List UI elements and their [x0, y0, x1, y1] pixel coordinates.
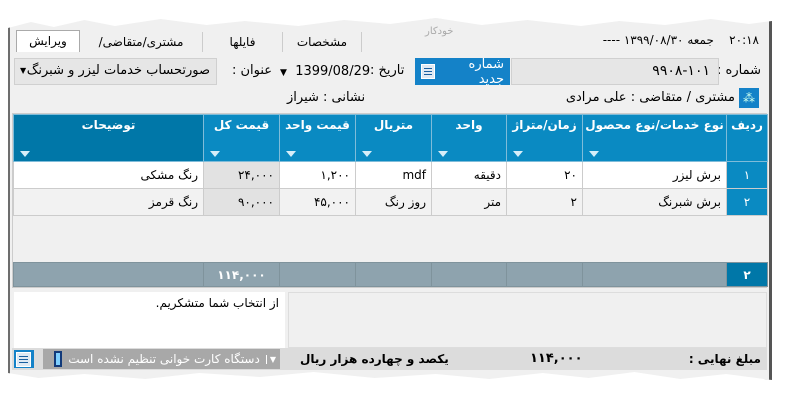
- window-title: خودکار: [425, 26, 454, 37]
- calculator-icon: [421, 64, 435, 79]
- filter-icon[interactable]: [362, 151, 372, 157]
- filter-icon[interactable]: [589, 151, 599, 157]
- cell[interactable]: رنگ مشکی: [14, 162, 204, 189]
- notes-panel: [288, 292, 767, 348]
- filter-icon[interactable]: [286, 151, 296, 157]
- title-value: صورتحساب خدمات لیزر و شبرنگ: [26, 63, 210, 78]
- final-label: مبلغ نهایی :: [688, 352, 761, 366]
- col-total[interactable]: قیمت کل: [204, 115, 280, 162]
- cell[interactable]: برش لیزر: [583, 162, 727, 189]
- card-reader-combo[interactable]: ▼ دستگاه کارت خوانی تنظیم نشده است: [43, 349, 280, 369]
- tab-edit[interactable]: ویرایش: [16, 30, 80, 52]
- new-number-button[interactable]: شماره جدید: [415, 58, 510, 85]
- col-unit-label: واحد: [455, 118, 483, 132]
- col-unit[interactable]: واحد: [432, 115, 507, 162]
- cell[interactable]: روز رنگ: [356, 189, 432, 216]
- col-material[interactable]: متریال: [356, 115, 432, 162]
- cell[interactable]: ۴۵,۰۰۰: [280, 189, 356, 216]
- time: ۲۰:۱۸: [729, 33, 759, 47]
- filter-icon[interactable]: [513, 151, 523, 157]
- filter-icon[interactable]: [438, 151, 448, 157]
- customer-text: مشتری / متقاضی : علی مرادی: [565, 90, 735, 105]
- cell[interactable]: ۲۰: [507, 162, 583, 189]
- final-amount: ۱۱۴,۰۰۰: [530, 351, 583, 366]
- cell[interactable]: متر: [432, 189, 507, 216]
- cell: ۲: [727, 189, 768, 216]
- col-time-label: زمان/متراژ: [512, 118, 577, 132]
- clock: ۲۰:۱۸ جمعه ۱۳۹۹/۰۸/۳۰ ----: [603, 33, 759, 47]
- col-row[interactable]: ردیف: [727, 115, 768, 162]
- table-row[interactable]: ۲ برش شبرنگ ۲ متر روز رنگ ۴۵,۰۰۰ ۹۰,۰۰۰ …: [14, 189, 768, 216]
- cell[interactable]: mdf: [356, 162, 432, 189]
- date-label: تاریخ :: [370, 63, 405, 78]
- empty-space: [14, 216, 768, 263]
- footer-row: ۲ ۱۱۴,۰۰۰: [14, 263, 768, 287]
- address-text: نشانی : شیراز: [287, 90, 366, 105]
- date-picker[interactable]: ▼ 1399/08/29: [280, 64, 370, 79]
- col-unit-price-label: قیمت واحد: [285, 118, 350, 132]
- tab-bar: ویرایش مشتری/متقاضی/پروژه فایلها مشخصات: [16, 32, 362, 52]
- customers-icon[interactable]: ⁂: [739, 88, 759, 108]
- col-time[interactable]: زمان/متراژ: [507, 115, 583, 162]
- cell[interactable]: دقیقه: [432, 162, 507, 189]
- dropdown-arrow-icon: ▼: [20, 66, 27, 75]
- header-row: ردیف نوع خدمات/نوع محصول زمان/متراژ واحد…: [14, 115, 768, 162]
- dropdown-arrow-icon: ▼: [266, 355, 276, 364]
- col-service[interactable]: نوع خدمات/نوع محصول: [583, 115, 727, 162]
- calculator-icon: [16, 352, 31, 367]
- col-total-label: قیمت کل: [213, 118, 270, 132]
- title-label: عنوان :: [232, 63, 273, 78]
- new-number-label: شماره جدید: [468, 56, 504, 87]
- grand-total: ۱۱۴,۰۰۰: [204, 263, 280, 287]
- calculator-button[interactable]: [14, 350, 34, 368]
- date: جمعه ۱۳۹۹/۰۸/۳۰ ----: [602, 33, 714, 47]
- col-notes-label: توضیحات: [81, 118, 136, 132]
- cell[interactable]: برش شبرنگ: [583, 189, 727, 216]
- table-row[interactable]: ۱ برش لیزر ۲۰ دقیقه mdf ۱,۲۰۰ ۲۴,۰۰۰ رنگ…: [14, 162, 768, 189]
- number-label: شماره :: [717, 63, 761, 78]
- number-field[interactable]: ۹۹۰۸-۱۰۱: [511, 58, 719, 85]
- chevron-down-icon: ▼: [280, 68, 287, 78]
- filter-icon[interactable]: [210, 151, 220, 157]
- card-reader-status: دستگاه کارت خوانی تنظیم نشده است: [68, 352, 260, 366]
- tab-specs[interactable]: مشخصات: [283, 32, 362, 52]
- date-value: 1399/08/29: [295, 64, 371, 79]
- title-combo[interactable]: صورتحساب خدمات لیزر و شبرنگ ▼: [14, 58, 217, 85]
- items-grid[interactable]: ردیف نوع خدمات/نوع محصول زمان/متراژ واحد…: [12, 113, 767, 288]
- tab-customer[interactable]: مشتری/متقاضی/پروژه: [80, 32, 203, 52]
- col-service-label: نوع خدمات/نوع محصول: [585, 118, 724, 132]
- cell: ۲۴,۰۰۰: [204, 162, 280, 189]
- cell[interactable]: ۱,۲۰۰: [280, 162, 356, 189]
- tab-files[interactable]: فایلها: [203, 32, 283, 52]
- col-material-label: متریال: [373, 118, 414, 132]
- notes-textarea[interactable]: از انتخاب شما متشکریم.: [14, 292, 285, 348]
- cell: ۹۰,۰۰۰: [204, 189, 280, 216]
- cell[interactable]: ۲: [507, 189, 583, 216]
- cell[interactable]: رنگ قرمز: [14, 189, 204, 216]
- col-unit-price[interactable]: قیمت واحد: [280, 115, 356, 162]
- filter-icon[interactable]: [20, 151, 30, 157]
- col-notes[interactable]: توضیحات: [14, 115, 204, 162]
- row-count: ۲: [727, 263, 768, 287]
- card-reader-icon: [54, 351, 62, 367]
- cell: ۱: [727, 162, 768, 189]
- invoice-window: خودکار ویرایش مشتری/متقاضی/پروژه فایلها …: [8, 18, 772, 380]
- amount-words: یکصد و چهارده هزار ریال: [300, 352, 449, 366]
